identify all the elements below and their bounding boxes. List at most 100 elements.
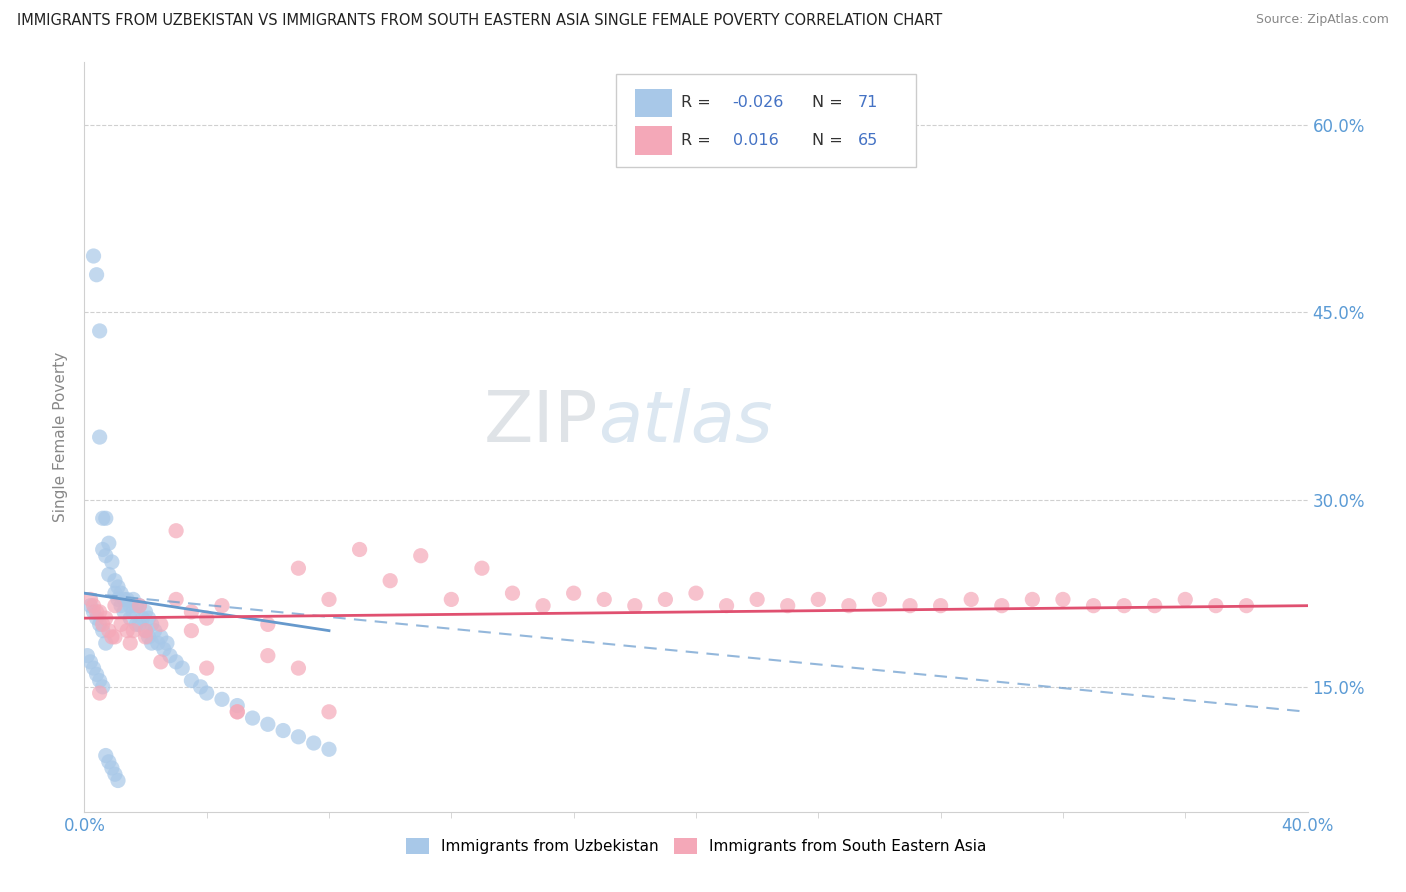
Point bbox=[79, 599, 101, 613]
Bar bbox=[636, 88, 672, 117]
Point bbox=[165, 592, 187, 607]
Point bbox=[112, 592, 135, 607]
Text: 71: 71 bbox=[858, 95, 877, 111]
Text: -0.026: -0.026 bbox=[733, 95, 785, 111]
Point bbox=[125, 617, 148, 632]
Point bbox=[257, 717, 280, 731]
Point bbox=[79, 655, 101, 669]
Point bbox=[807, 592, 830, 607]
Text: R =: R = bbox=[682, 133, 716, 148]
Point bbox=[122, 592, 145, 607]
Text: N =: N = bbox=[813, 95, 848, 111]
Point bbox=[180, 673, 202, 688]
Point bbox=[101, 761, 124, 775]
Point bbox=[143, 624, 166, 638]
Point bbox=[190, 680, 212, 694]
Point bbox=[149, 630, 172, 644]
Point bbox=[135, 605, 157, 619]
Point bbox=[1236, 599, 1258, 613]
Point bbox=[287, 730, 309, 744]
Point bbox=[104, 599, 127, 613]
Point bbox=[83, 599, 105, 613]
Point bbox=[318, 592, 340, 607]
Point bbox=[146, 636, 169, 650]
Point bbox=[257, 648, 280, 663]
Point bbox=[838, 599, 860, 613]
Point bbox=[287, 561, 309, 575]
Text: Source: ZipAtlas.com: Source: ZipAtlas.com bbox=[1256, 13, 1389, 27]
Point bbox=[685, 586, 707, 600]
Point bbox=[898, 599, 921, 613]
Point bbox=[86, 611, 108, 625]
Point bbox=[471, 561, 494, 575]
Point bbox=[101, 630, 124, 644]
Point bbox=[89, 605, 111, 619]
Point bbox=[135, 630, 157, 644]
Point bbox=[1205, 599, 1227, 613]
Bar bbox=[636, 126, 672, 154]
Point bbox=[94, 636, 117, 650]
Point bbox=[349, 542, 371, 557]
Point bbox=[226, 698, 249, 713]
Point bbox=[110, 586, 132, 600]
Point bbox=[91, 680, 114, 694]
Point bbox=[94, 511, 117, 525]
Text: N =: N = bbox=[813, 133, 848, 148]
Point bbox=[776, 599, 799, 613]
Point bbox=[141, 617, 163, 632]
Point bbox=[97, 755, 120, 769]
Point bbox=[86, 268, 108, 282]
Point bbox=[380, 574, 402, 588]
Point bbox=[257, 617, 280, 632]
Text: IMMIGRANTS FROM UZBEKISTAN VS IMMIGRANTS FROM SOUTH EASTERN ASIA SINGLE FEMALE P: IMMIGRANTS FROM UZBEKISTAN VS IMMIGRANTS… bbox=[17, 13, 942, 29]
Y-axis label: Single Female Poverty: Single Female Poverty bbox=[53, 352, 69, 522]
Point bbox=[86, 667, 108, 681]
Point bbox=[110, 599, 132, 613]
Point bbox=[97, 567, 120, 582]
Point bbox=[180, 624, 202, 638]
Point bbox=[159, 648, 181, 663]
Point bbox=[104, 586, 127, 600]
Point bbox=[440, 592, 463, 607]
Point bbox=[1114, 599, 1136, 613]
Point bbox=[149, 655, 172, 669]
Point bbox=[869, 592, 891, 607]
Point bbox=[101, 555, 124, 569]
Point bbox=[1174, 592, 1197, 607]
Point bbox=[83, 661, 105, 675]
Point bbox=[94, 549, 117, 563]
Point bbox=[128, 599, 150, 613]
Legend: Immigrants from Uzbekistan, Immigrants from South Eastern Asia: Immigrants from Uzbekistan, Immigrants f… bbox=[399, 832, 993, 860]
Point bbox=[562, 586, 585, 600]
Point bbox=[91, 542, 114, 557]
Point bbox=[138, 611, 160, 625]
Point bbox=[89, 673, 111, 688]
Point bbox=[1083, 599, 1105, 613]
Point bbox=[94, 611, 117, 625]
Point bbox=[502, 586, 524, 600]
Point bbox=[1021, 592, 1043, 607]
Point bbox=[593, 592, 616, 607]
Point bbox=[135, 624, 157, 638]
Point bbox=[624, 599, 647, 613]
Point bbox=[165, 524, 187, 538]
Point bbox=[104, 574, 127, 588]
Point bbox=[91, 511, 114, 525]
Point bbox=[128, 617, 150, 632]
Point bbox=[107, 773, 129, 788]
Point bbox=[112, 605, 135, 619]
Point bbox=[86, 605, 108, 619]
Point bbox=[318, 705, 340, 719]
Point bbox=[153, 642, 176, 657]
Point bbox=[125, 599, 148, 613]
Text: 65: 65 bbox=[858, 133, 877, 148]
Point bbox=[97, 624, 120, 638]
Point bbox=[211, 599, 233, 613]
Point bbox=[318, 742, 340, 756]
Point bbox=[89, 686, 111, 700]
Point bbox=[165, 655, 187, 669]
Point bbox=[89, 617, 111, 632]
Point bbox=[83, 605, 105, 619]
Point bbox=[302, 736, 325, 750]
Text: R =: R = bbox=[682, 95, 716, 111]
